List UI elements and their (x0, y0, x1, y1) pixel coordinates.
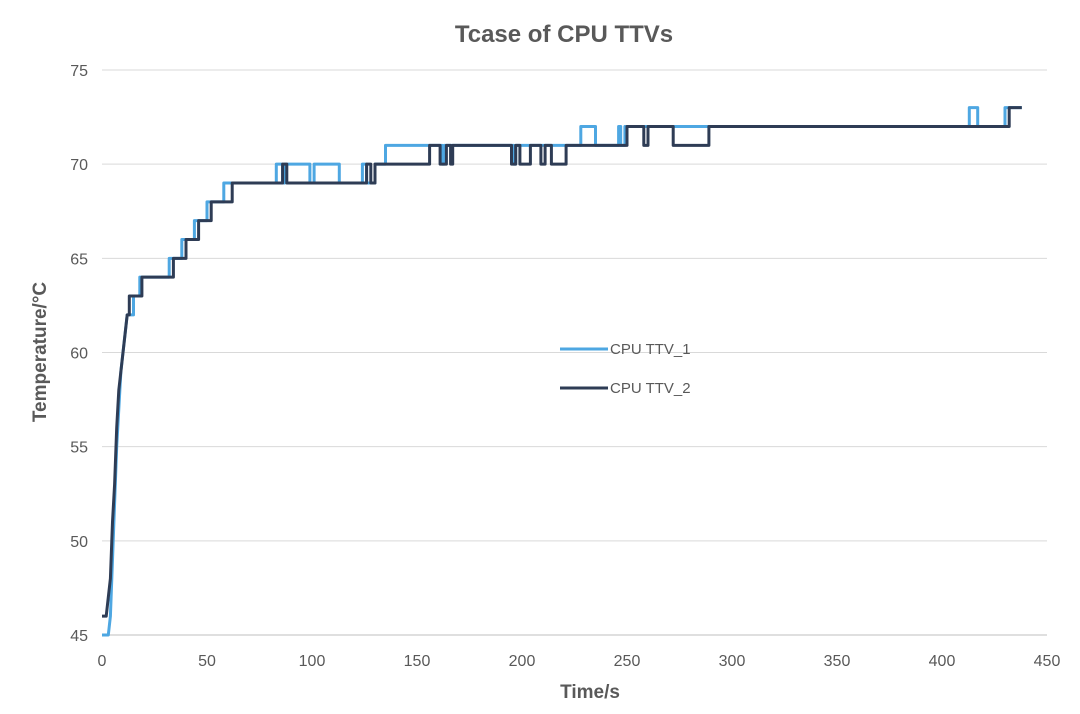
tick-labels: 45 50 55 60 65 70 75 0 50 100 150 200 250 300 350 400 45… (70, 63, 1060, 670)
x-tick-label: 350 (824, 653, 851, 670)
x-tick-label: 200 (509, 653, 536, 670)
y-tick-label: 65 (70, 251, 88, 268)
y-tick-label: 50 (70, 534, 88, 551)
x-axis-title: Time/s (560, 682, 620, 703)
x-tick-label: 450 (1034, 653, 1061, 670)
y-tick-label: 75 (70, 63, 88, 80)
x-tick-label: 400 (929, 653, 956, 670)
x-tick-label: 300 (719, 653, 746, 670)
series-line-1 (102, 106, 1022, 637)
legend-label: CPU TTV_1 (610, 341, 691, 358)
x-tick-label: 50 (198, 653, 216, 670)
series-line-2 (102, 106, 1022, 618)
legend-label: CPU TTV_2 (610, 380, 691, 397)
y-axis-title: Temperature/°C (30, 282, 51, 423)
y-tick-label: 45 (70, 628, 88, 645)
legend-item-2[interactable]: CPU TTV_2 (560, 380, 691, 397)
x-tick-label: 100 (299, 653, 326, 670)
legend[interactable]: CPU TTV_1 CPU TTV_2 (560, 341, 691, 397)
legend-item-1[interactable]: CPU TTV_1 (560, 341, 691, 358)
y-tick-label: 70 (70, 157, 88, 174)
y-tick-label: 55 (70, 440, 88, 457)
y-tick-label: 60 (70, 346, 88, 363)
gridlines (102, 69, 1047, 542)
x-tick-label: 150 (404, 653, 431, 670)
x-tick-label: 250 (614, 653, 641, 670)
x-tick-label: 0 (98, 653, 107, 670)
series-lines (102, 106, 1022, 637)
chart-title: Tcase of CPU TTVs (455, 21, 673, 48)
